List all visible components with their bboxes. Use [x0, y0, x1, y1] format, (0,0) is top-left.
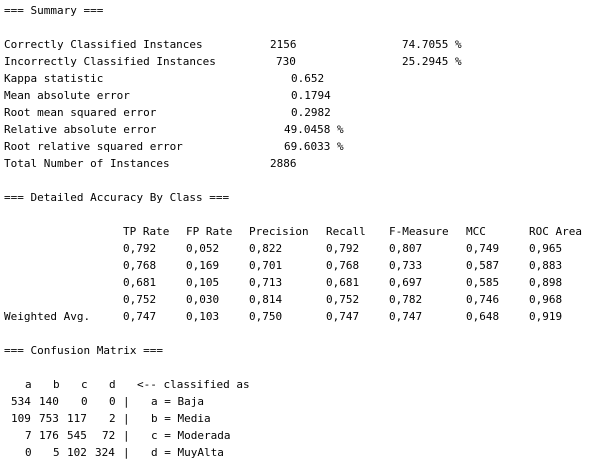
- weighted-avg-cell: 0,648: [466, 310, 500, 323]
- accuracy-cell: 0,898: [529, 276, 563, 289]
- confusion-cell: 102: [67, 446, 87, 459]
- accuracy-cell: 0,782: [389, 293, 423, 306]
- summary-value: 0.1794: [291, 89, 331, 102]
- accuracy-cell: 0,768: [123, 259, 157, 272]
- summary-value: 0.2982: [291, 106, 331, 119]
- summary-percent: 25.2945 %: [402, 55, 462, 68]
- summary-label: Total Number of Instances: [4, 157, 170, 170]
- accuracy-cell: 0,681: [326, 276, 360, 289]
- summary-label: Relative absolute error: [4, 123, 157, 136]
- accuracy-cell: 0,733: [389, 259, 423, 272]
- summary-value: 730: [276, 55, 296, 68]
- accuracy-column-header: FP Rate: [186, 225, 233, 238]
- weighted-avg-cell: 0,750: [249, 310, 283, 323]
- confusion-cell: 7: [25, 429, 32, 442]
- accuracy-cell: 0,792: [123, 242, 157, 255]
- weighted-avg-label: Weighted Avg.: [4, 310, 91, 323]
- accuracy-column-header: Precision: [249, 225, 309, 238]
- summary-value: 69.6033 %: [284, 140, 344, 153]
- accuracy-cell: 0,030: [186, 293, 220, 306]
- weighted-avg-cell: 0,103: [186, 310, 220, 323]
- summary-percent: 74.7055 %: [402, 38, 462, 51]
- confusion-cell: 5: [53, 446, 60, 459]
- accuracy-cell: 0,752: [123, 293, 157, 306]
- confusion-class-label: b = Media: [151, 412, 211, 425]
- confusion-separator: |: [123, 429, 130, 442]
- accuracy-cell: 0,681: [123, 276, 157, 289]
- summary-label: Root mean squared error: [4, 106, 157, 119]
- accuracy-header: === Detailed Accuracy By Class ===: [4, 191, 230, 204]
- weighted-avg-cell: 0,747: [326, 310, 360, 323]
- accuracy-cell: 0,768: [326, 259, 360, 272]
- accuracy-column-header: MCC: [466, 225, 486, 238]
- confusion-cell: 109: [11, 412, 31, 425]
- accuracy-cell: 0,814: [249, 293, 283, 306]
- confusion-cell: 0: [81, 395, 88, 408]
- confusion-cell: 140: [39, 395, 59, 408]
- confusion-separator: |: [123, 395, 130, 408]
- accuracy-cell: 0,052: [186, 242, 220, 255]
- confusion-cell: 0: [109, 395, 116, 408]
- confusion-cell: 545: [67, 429, 87, 442]
- confusion-cell: 324: [95, 446, 115, 459]
- confusion-column-header: a: [25, 378, 32, 391]
- summary-label: Kappa statistic: [4, 72, 104, 85]
- accuracy-cell: 0,822: [249, 242, 283, 255]
- confusion-cell: 117: [67, 412, 87, 425]
- accuracy-cell: 0,749: [466, 242, 500, 255]
- confusion-cell: 534: [11, 395, 31, 408]
- summary-label: Mean absolute error: [4, 89, 130, 102]
- accuracy-column-header: F-Measure: [389, 225, 449, 238]
- accuracy-cell: 0,746: [466, 293, 500, 306]
- accuracy-cell: 0,701: [249, 259, 283, 272]
- summary-label: Root relative squared error: [4, 140, 183, 153]
- summary-label: Correctly Classified Instances: [4, 38, 203, 51]
- accuracy-cell: 0,105: [186, 276, 220, 289]
- confusion-column-header: c: [81, 378, 88, 391]
- confusion-separator: |: [123, 412, 130, 425]
- weighted-avg-cell: 0,747: [123, 310, 157, 323]
- confusion-header: === Confusion Matrix ===: [4, 344, 163, 357]
- classified-as-label: <-- classified as: [137, 378, 250, 391]
- accuracy-cell: 0,792: [326, 242, 360, 255]
- summary-value: 0.652: [291, 72, 325, 85]
- accuracy-cell: 0,968: [529, 293, 563, 306]
- confusion-cell: 2: [109, 412, 116, 425]
- accuracy-cell: 0,587: [466, 259, 500, 272]
- accuracy-cell: 0,883: [529, 259, 563, 272]
- confusion-class-label: c = Moderada: [151, 429, 231, 442]
- accuracy-cell: 0,965: [529, 242, 563, 255]
- confusion-class-label: a = Baja: [151, 395, 204, 408]
- summary-header: === Summary ===: [4, 4, 104, 17]
- accuracy-column-header: Recall: [326, 225, 366, 238]
- confusion-cell: 72: [102, 429, 116, 442]
- confusion-class-label: d = MuyAlta: [151, 446, 224, 459]
- accuracy-cell: 0,585: [466, 276, 500, 289]
- accuracy-cell: 0,713: [249, 276, 283, 289]
- summary-label: Incorrectly Classified Instances: [4, 55, 216, 68]
- accuracy-column-header: TP Rate: [123, 225, 170, 238]
- accuracy-cell: 0,169: [186, 259, 220, 272]
- confusion-cell: 0: [25, 446, 32, 459]
- accuracy-column-header: ROC Area: [529, 225, 582, 238]
- weighted-avg-cell: 0,919: [529, 310, 563, 323]
- confusion-cell: 753: [39, 412, 59, 425]
- confusion-column-header: b: [53, 378, 60, 391]
- summary-value: 2156: [270, 38, 297, 51]
- confusion-cell: 176: [39, 429, 59, 442]
- confusion-column-header: d: [109, 378, 116, 391]
- accuracy-cell: 0,697: [389, 276, 423, 289]
- summary-value: 2886: [270, 157, 297, 170]
- accuracy-cell: 0,807: [389, 242, 423, 255]
- accuracy-cell: 0,752: [326, 293, 360, 306]
- confusion-separator: |: [123, 446, 130, 459]
- summary-value: 49.0458 %: [284, 123, 344, 136]
- weighted-avg-cell: 0,747: [389, 310, 423, 323]
